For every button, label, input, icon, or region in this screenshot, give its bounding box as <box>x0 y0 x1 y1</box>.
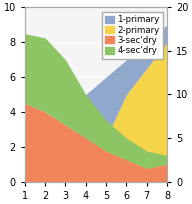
Legend: 1-primary, 2-primary, 3-sec'dry, 4-sec'dry: 1-primary, 2-primary, 3-sec'dry, 4-sec'd… <box>102 12 163 59</box>
